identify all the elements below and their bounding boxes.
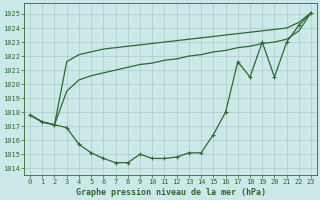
X-axis label: Graphe pression niveau de la mer (hPa): Graphe pression niveau de la mer (hPa) <box>76 188 266 197</box>
